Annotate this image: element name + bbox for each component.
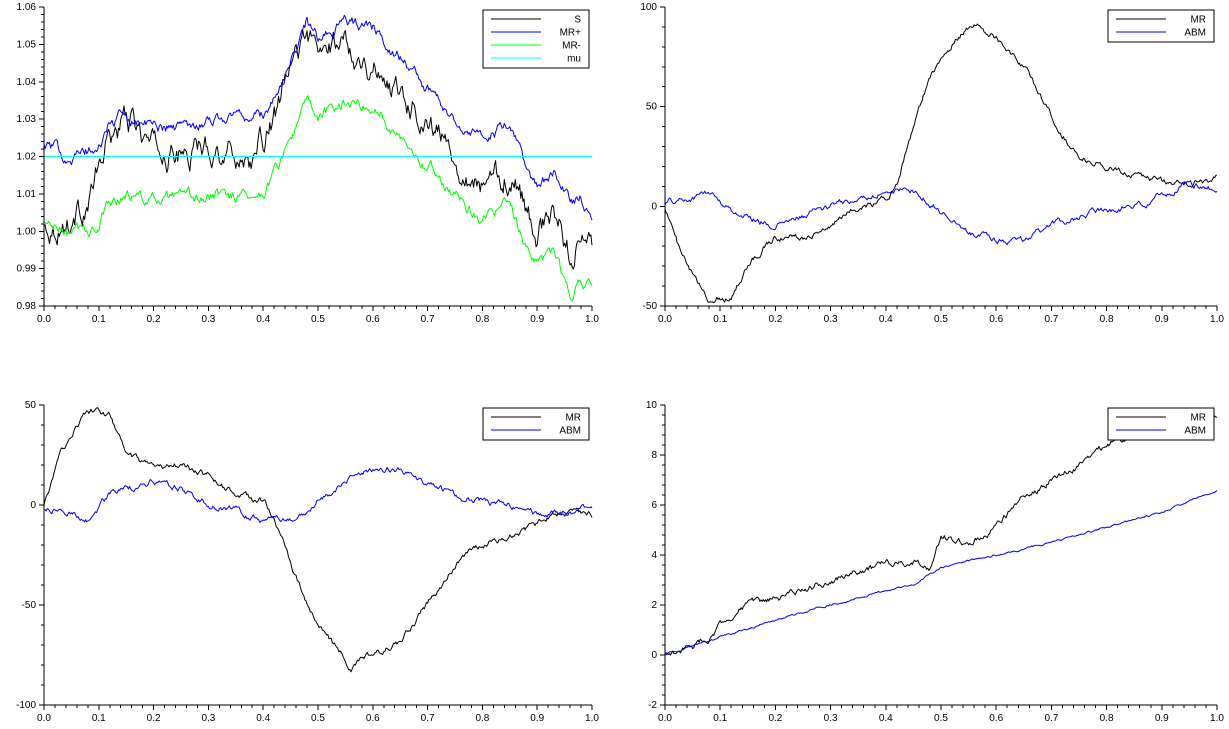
x-tick-label: 0.7 bbox=[1044, 713, 1058, 724]
x-tick-label: 0.2 bbox=[768, 314, 782, 325]
x-tick-label: 0.0 bbox=[37, 713, 51, 724]
legend-label: mu bbox=[567, 54, 581, 65]
y-tick-label: 6 bbox=[651, 500, 657, 511]
legend-label: MR bbox=[1190, 15, 1206, 26]
series-line-abm-panel-3 bbox=[43, 466, 593, 524]
x-tick-label: 0.7 bbox=[1044, 314, 1058, 325]
y-tick-label: -100 bbox=[16, 700, 36, 711]
y-tick-label: 2 bbox=[651, 600, 657, 611]
x-tick-label: 0.3 bbox=[824, 314, 838, 325]
x-tick-label: 0.2 bbox=[768, 713, 782, 724]
y-tick-label: -50 bbox=[643, 301, 658, 312]
x-tick-label: 1.0 bbox=[1210, 713, 1224, 724]
y-tick-label: -50 bbox=[22, 600, 37, 611]
x-tick-label: 0.7 bbox=[421, 713, 435, 724]
y-tick-label: 1.02 bbox=[17, 152, 37, 163]
x-tick-label: 0.4 bbox=[879, 314, 893, 325]
chart-panel-1: 0.0 0.1 0.2 0.3 0.4 0.5 0.6 0.7 0.8 0.9 1.0 0.98 0.9… bbox=[17, 2, 600, 325]
y-tick-label: 0 bbox=[30, 500, 36, 511]
x-tick-label: 0.1 bbox=[92, 713, 106, 724]
legend-label: S bbox=[574, 15, 581, 26]
y-tick-label: 1.04 bbox=[17, 77, 37, 88]
x-tick-label: 0.9 bbox=[530, 713, 544, 724]
x-tick-label: 0.8 bbox=[475, 314, 489, 325]
x-tick-label: 0.0 bbox=[37, 314, 51, 325]
y-tick-label: 1.03 bbox=[17, 114, 37, 125]
x-tick-label: 0.6 bbox=[366, 314, 380, 325]
x-tick-label: 0.1 bbox=[92, 314, 106, 325]
legend-box bbox=[482, 407, 590, 441]
y-tick-label: 50 bbox=[25, 400, 37, 411]
x-tick-label: 1.0 bbox=[585, 314, 599, 325]
x-tick-label: 0.0 bbox=[658, 713, 672, 724]
series-line-mr--panel-1 bbox=[43, 95, 593, 302]
legend-label: ABM bbox=[1184, 426, 1206, 437]
legend-label: MR+ bbox=[560, 28, 582, 39]
series-line-mr-panel-3 bbox=[43, 407, 593, 673]
x-tick-label: 0.9 bbox=[530, 314, 544, 325]
x-tick-label: 0.1 bbox=[713, 713, 727, 724]
x-tick-label: 0.8 bbox=[1100, 314, 1114, 325]
y-tick-label: 50 bbox=[646, 102, 658, 113]
chart-panel-3: 0.0 0.1 0.2 0.3 0.4 0.5 0.6 0.7 0.8 0.9 1.0 -100 -50… bbox=[16, 400, 599, 724]
x-tick-label: 0.1 bbox=[713, 314, 727, 325]
legend-label: MR- bbox=[562, 41, 581, 52]
y-tick-label: 8 bbox=[651, 450, 657, 461]
x-tick-label: 0.4 bbox=[879, 713, 893, 724]
y-tick-label: 0.98 bbox=[17, 301, 37, 312]
series-line-mr--panel-1 bbox=[43, 14, 593, 221]
y-tick-label: 1.06 bbox=[17, 2, 37, 13]
legend: MR ABM bbox=[482, 407, 590, 441]
legend: MR ABM bbox=[1107, 9, 1215, 43]
legend-label: ABM bbox=[1184, 28, 1206, 39]
legend-box bbox=[1107, 9, 1215, 43]
x-tick-label: 0.4 bbox=[256, 713, 270, 724]
x-tick-label: 1.0 bbox=[1210, 314, 1224, 325]
y-tick-label: -2 bbox=[648, 700, 657, 711]
x-tick-label: 0.8 bbox=[475, 713, 489, 724]
x-tick-label: 0.5 bbox=[311, 314, 325, 325]
legend: S MR+ MR-mu bbox=[482, 9, 590, 69]
legend-label: MR bbox=[1190, 413, 1206, 424]
x-tick-label: 0.6 bbox=[989, 713, 1003, 724]
legend-label: ABM bbox=[559, 426, 581, 437]
series-line-abm-panel-4 bbox=[664, 490, 1218, 656]
x-tick-label: 0.3 bbox=[824, 713, 838, 724]
y-tick-label: 10 bbox=[646, 400, 658, 411]
x-tick-label: 0.5 bbox=[934, 713, 948, 724]
y-tick-label: 1.00 bbox=[17, 226, 37, 237]
series-line-s-panel-1 bbox=[43, 29, 593, 270]
series-line-abm-panel-2 bbox=[664, 180, 1218, 246]
x-tick-label: 0.6 bbox=[366, 713, 380, 724]
x-tick-label: 0.2 bbox=[147, 314, 161, 325]
y-tick-label: 100 bbox=[640, 2, 657, 13]
chart-panel-4: 0.0 0.1 0.2 0.3 0.4 0.5 0.6 0.7 0.8 0.9 1.0 -2 0 2 4 6 8… bbox=[646, 400, 1225, 724]
y-tick-label: 0 bbox=[651, 201, 657, 212]
chart-panel-2: 0.0 0.1 0.2 0.3 0.4 0.5 0.6 0.7 0.8 0.9 1.0 -50 0 50 1… bbox=[640, 2, 1224, 325]
x-tick-label: 0.4 bbox=[256, 314, 270, 325]
y-tick-label: 4 bbox=[651, 550, 657, 561]
x-tick-label: 0.0 bbox=[658, 314, 672, 325]
legend-label: MR bbox=[565, 413, 581, 424]
x-tick-label: 0.7 bbox=[421, 314, 435, 325]
y-tick-label: 0.99 bbox=[17, 264, 37, 275]
x-tick-label: 0.8 bbox=[1100, 713, 1114, 724]
legend: MR ABM bbox=[1107, 407, 1215, 441]
y-tick-label: 1.05 bbox=[17, 39, 37, 50]
series-line-mr-panel-2 bbox=[664, 23, 1217, 304]
legend-box bbox=[1107, 407, 1215, 441]
x-tick-label: 0.9 bbox=[1155, 713, 1169, 724]
x-tick-label: 0.5 bbox=[934, 314, 948, 325]
x-tick-label: 0.5 bbox=[311, 713, 325, 724]
x-tick-label: 0.2 bbox=[147, 713, 161, 724]
x-tick-label: 1.0 bbox=[585, 713, 599, 724]
x-tick-label: 0.9 bbox=[1155, 314, 1169, 325]
x-tick-label: 0.6 bbox=[989, 314, 1003, 325]
series-line-mr-panel-4 bbox=[664, 414, 1218, 656]
y-tick-label: 1.01 bbox=[17, 189, 37, 200]
y-tick-label: 0 bbox=[651, 650, 657, 661]
x-tick-label: 0.3 bbox=[201, 314, 215, 325]
x-tick-label: 0.3 bbox=[201, 713, 215, 724]
